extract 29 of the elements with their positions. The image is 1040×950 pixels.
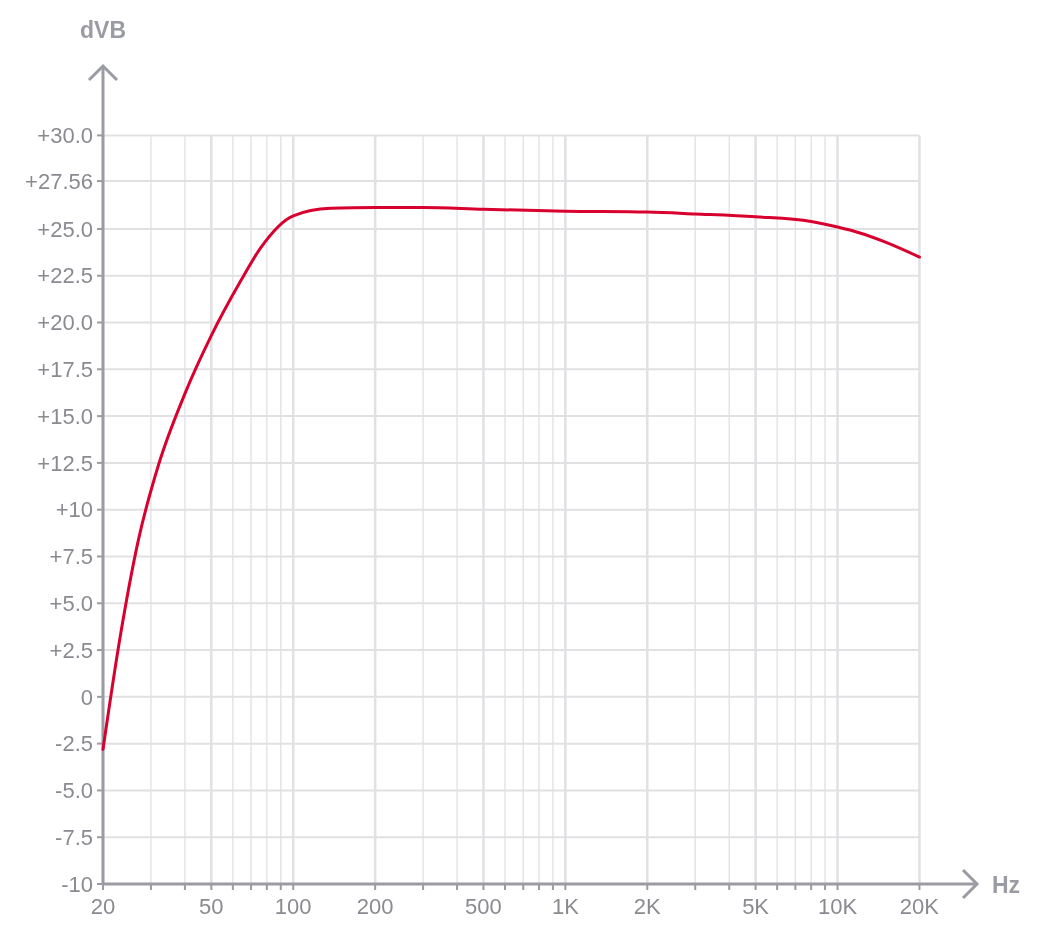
x-tick-label: 20 (90, 894, 116, 919)
y-tick-label: -7.5 (55, 824, 93, 850)
y-tick-label: +7.5 (49, 544, 93, 570)
y-tick-label: -10 (61, 871, 93, 897)
y-tick-label: +2.5 (49, 637, 93, 663)
x-tick-label: 200 (356, 894, 394, 919)
x-tick-label: 5K (742, 894, 770, 919)
x-tick-label: 1K (551, 894, 580, 919)
x-axis-title: Hz (992, 872, 1021, 898)
x-tick-label: 20K (899, 894, 940, 919)
x-tick-label: 500 (465, 894, 502, 919)
y-axis-title: dVB (80, 17, 126, 43)
y-tick-label: +27.56 (25, 168, 93, 194)
y-tick-label: +10 (55, 497, 93, 523)
y-tick-label: +17.5 (37, 357, 93, 383)
y-tick-label: 0 (80, 684, 93, 710)
y-tick-label: +12.5 (37, 450, 93, 476)
y-tick-label: -2.5 (55, 731, 93, 757)
y-tick-label: +20.0 (37, 310, 93, 336)
y-tick-label: +30.0 (37, 123, 93, 149)
x-tick-label: 2K (633, 894, 662, 919)
x-tick-label: 100 (274, 894, 312, 919)
y-tick-label: +15.0 (37, 403, 93, 429)
y-tick-label: +5.0 (49, 590, 93, 616)
x-tick-label: 10K (817, 894, 858, 919)
y-tick-label: -5.0 (55, 778, 93, 804)
y-tick-label: +25.0 (37, 216, 93, 242)
y-tick-label: +22.5 (37, 263, 93, 289)
x-tick-label: 50 (199, 894, 224, 919)
